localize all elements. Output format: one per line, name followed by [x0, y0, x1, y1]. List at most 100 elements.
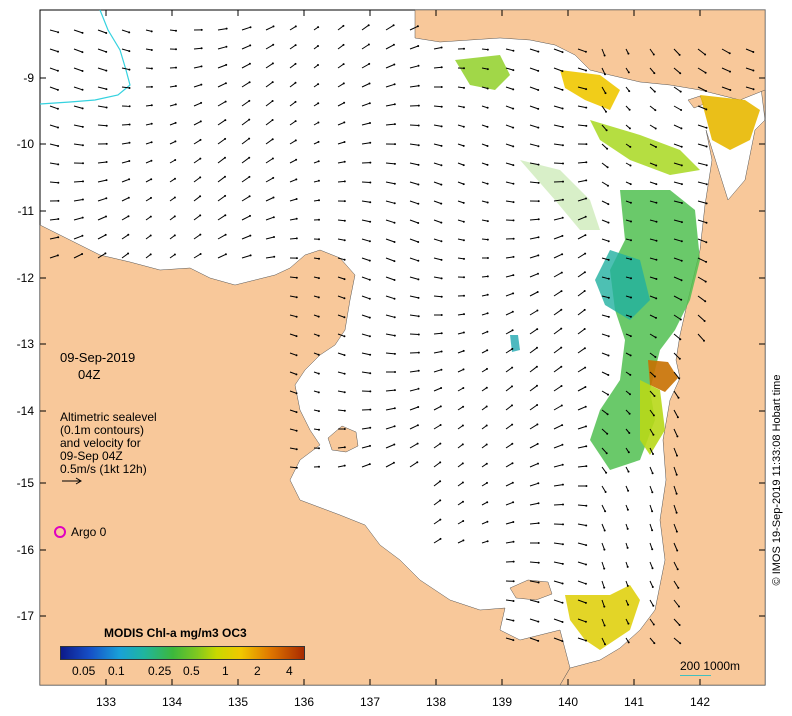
velocity-vector — [361, 24, 369, 31]
velocity-vector-head — [104, 252, 107, 255]
chlorophyll-overlay — [455, 55, 760, 650]
velocity-vector — [49, 236, 59, 240]
velocity-vector — [697, 181, 707, 185]
velocity-vector-head — [629, 145, 632, 148]
velocity-vector-head — [627, 71, 630, 74]
velocity-vector — [529, 618, 539, 623]
velocity-vector-head — [57, 236, 60, 239]
velocity-vector-head — [439, 499, 442, 502]
velocity-vector-head — [224, 156, 226, 159]
velocity-vector-head — [561, 253, 564, 256]
velocity-vector — [337, 121, 345, 126]
velocity-vector — [649, 333, 656, 338]
velocity-vector-head — [294, 81, 297, 84]
velocity-vector — [577, 504, 587, 507]
velocity-vector-head — [651, 586, 654, 588]
velocity-vector-head — [224, 214, 227, 217]
velocity-vector — [361, 122, 371, 126]
velocity-vector-head — [486, 220, 489, 223]
land-groote-eylandt — [327, 425, 359, 453]
velocity-vector — [649, 466, 654, 474]
velocity-vector — [601, 143, 608, 150]
velocity-vector-head — [607, 184, 609, 187]
velocity-vector — [649, 637, 655, 644]
velocity-vector-head — [82, 162, 84, 165]
velocity-vector-head — [705, 164, 708, 167]
velocity-vector-head — [393, 334, 396, 337]
velocity-vector-head — [417, 387, 420, 390]
velocity-vector-head — [343, 121, 346, 124]
velocity-vector — [505, 386, 513, 392]
velocity-vector-head — [463, 276, 465, 279]
velocity-vector — [529, 218, 539, 221]
legend-line: 0.5m/s (1kt 12h) — [60, 462, 147, 476]
velocity-vector — [385, 444, 395, 449]
velocity-vector-head — [343, 239, 346, 242]
velocity-vector-head — [369, 161, 372, 164]
velocity-vector — [529, 124, 539, 129]
velocity-vector-head — [317, 179, 320, 182]
velocity-vector-head — [342, 63, 345, 66]
velocity-vector-head — [512, 182, 515, 185]
velocity-vector — [649, 143, 657, 148]
velocity-vector — [553, 328, 562, 335]
velocity-vector-head — [585, 639, 587, 642]
velocity-vector — [361, 276, 370, 281]
velocity-vector-head — [603, 605, 606, 608]
velocity-vector-head — [272, 216, 275, 219]
velocity-vector-head — [629, 354, 632, 357]
velocity-vector — [337, 25, 344, 31]
velocity-vector-head — [537, 502, 540, 505]
velocity-vector-head — [393, 260, 396, 263]
velocity-vector-head — [105, 88, 108, 91]
velocity-vector-head — [703, 339, 705, 342]
velocity-vector — [505, 311, 514, 316]
velocity-vector-head — [654, 109, 657, 112]
velocity-vector-head — [652, 453, 654, 455]
velocity-vector-head — [584, 234, 587, 237]
velocity-vector — [529, 254, 539, 259]
velocity-vector-head — [628, 90, 631, 93]
velocity-vector — [241, 215, 251, 221]
velocity-vector — [673, 86, 681, 93]
velocity-vector-head — [561, 198, 564, 201]
velocity-vector-head — [537, 601, 540, 604]
velocity-vector-head — [368, 278, 371, 281]
velocity-vector — [433, 519, 441, 525]
velocity-legend: Altimetric sealevel (0.1m contours) and … — [60, 411, 157, 489]
velocity-vector — [529, 502, 539, 506]
velocity-vector — [577, 309, 586, 316]
velocity-vector-head — [486, 520, 489, 523]
velocity-vector — [505, 86, 514, 90]
velocity-vector-head — [512, 521, 515, 523]
velocity-vector — [505, 48, 514, 52]
argo-label: Argo 0 — [71, 525, 107, 539]
velocity-vector — [505, 162, 514, 166]
velocity-vector-head — [440, 258, 443, 261]
velocity-vector — [673, 637, 681, 644]
velocity-vector-head — [150, 122, 153, 125]
velocity-vector-head — [56, 88, 59, 91]
velocity-vector-head — [440, 368, 443, 371]
velocity-vector-head — [561, 88, 564, 91]
velocity-vector-head — [560, 365, 563, 368]
velocity-vector — [265, 158, 274, 164]
velocity-vector — [673, 105, 682, 111]
velocity-vector — [697, 200, 707, 204]
velocity-vector — [649, 181, 657, 185]
velocity-vector-head — [585, 106, 588, 109]
velocity-vector-head — [486, 349, 489, 352]
velocity-vector-head — [128, 87, 131, 89]
velocity-vector — [673, 162, 682, 166]
velocity-vector-head — [295, 466, 298, 469]
velocity-vector-head — [462, 183, 465, 186]
velocity-vector — [97, 29, 107, 34]
velocity-vector — [457, 124, 464, 128]
velocity-vector-head — [653, 395, 656, 397]
velocity-vector — [577, 386, 586, 392]
velocity-vector — [457, 350, 464, 354]
velocity-vector-head — [393, 202, 396, 205]
argo-ring-icon — [54, 526, 66, 538]
velocity-vector — [577, 179, 587, 183]
velocity-vector — [193, 214, 201, 221]
